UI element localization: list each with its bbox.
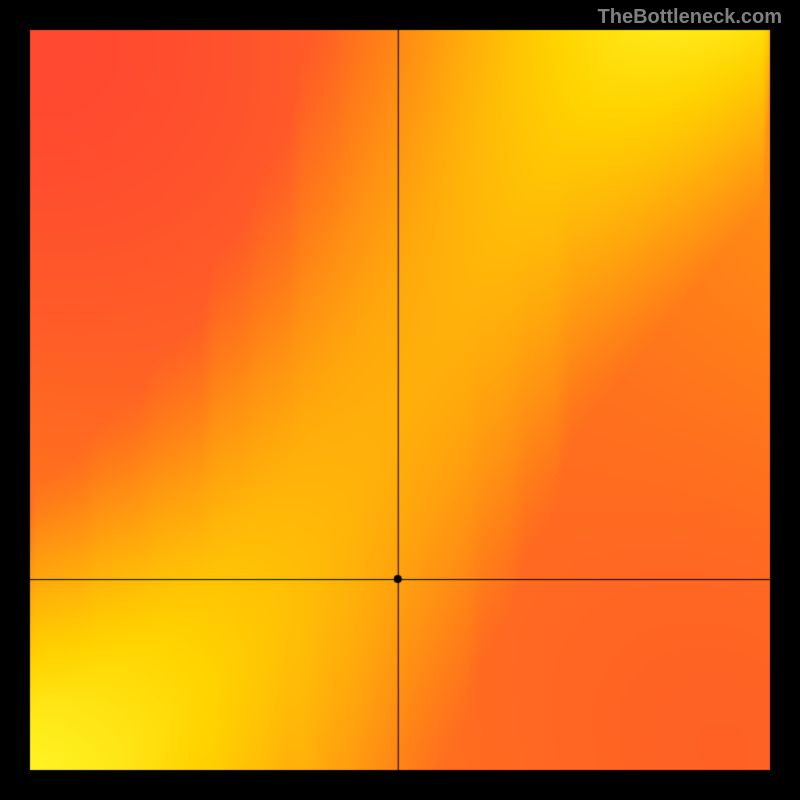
watermark-text: TheBottleneck.com xyxy=(598,6,782,29)
bottleneck-heatmap xyxy=(0,0,800,800)
chart-container: TheBottleneck.com xyxy=(0,0,800,800)
